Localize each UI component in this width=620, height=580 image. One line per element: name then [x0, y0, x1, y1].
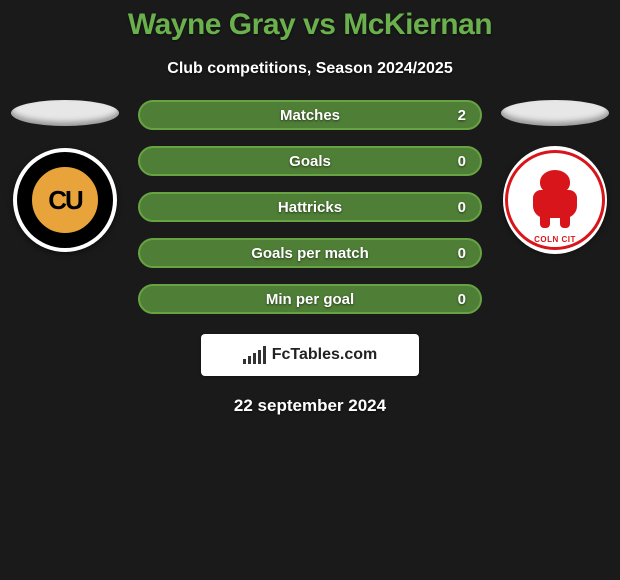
- stat-value-right: 0: [458, 199, 466, 216]
- player-left-column: CU: [10, 100, 120, 252]
- stats-block: CU Matches2Goals0Hattricks0Goals per mat…: [0, 100, 620, 314]
- stat-value-right: 0: [458, 291, 466, 308]
- stat-label: Min per goal: [266, 291, 354, 308]
- date-text: 22 september 2024: [0, 396, 620, 416]
- stat-value-right: 2: [458, 107, 466, 124]
- stat-label: Hattricks: [278, 199, 342, 216]
- stat-value-right: 0: [458, 153, 466, 170]
- stat-pill: Matches 2: [138, 100, 482, 130]
- stat-label: Goals: [289, 153, 331, 170]
- subtitle: Club competitions, Season 2024/2025: [0, 60, 620, 78]
- site-name: FcTables.com: [272, 346, 378, 364]
- stat-pills: Matches 2 Goals 0 Hattricks 0 Goals per match 0…: [138, 100, 482, 314]
- badge-cu-text: CU: [29, 164, 101, 236]
- player-left-platter: [11, 100, 119, 126]
- player-right-platter: [501, 100, 609, 126]
- site-badge[interactable]: FcTables.com: [201, 334, 419, 376]
- comparison-card: Wayne Gray vs McKiernan Club competition…: [0, 0, 620, 416]
- imp-icon: [526, 170, 584, 230]
- stat-pill: Min per goal 0: [138, 284, 482, 314]
- stat-label: Goals per match: [251, 245, 369, 262]
- page-title: Wayne Gray vs McKiernan: [0, 8, 620, 42]
- stat-pill: Goals per match 0: [138, 238, 482, 268]
- chart-icon: [243, 346, 266, 364]
- stat-pill: Goals 0: [138, 146, 482, 176]
- stat-pill: Hattricks 0: [138, 192, 482, 222]
- player-left-badge: CU: [13, 148, 117, 252]
- player-right-badge: COLN CIT: [503, 148, 607, 252]
- stat-label: Matches: [280, 107, 340, 124]
- stat-value-right: 0: [458, 245, 466, 262]
- badge-lc-text: COLN CIT: [508, 235, 602, 244]
- player-right-column: COLN CIT: [500, 100, 610, 252]
